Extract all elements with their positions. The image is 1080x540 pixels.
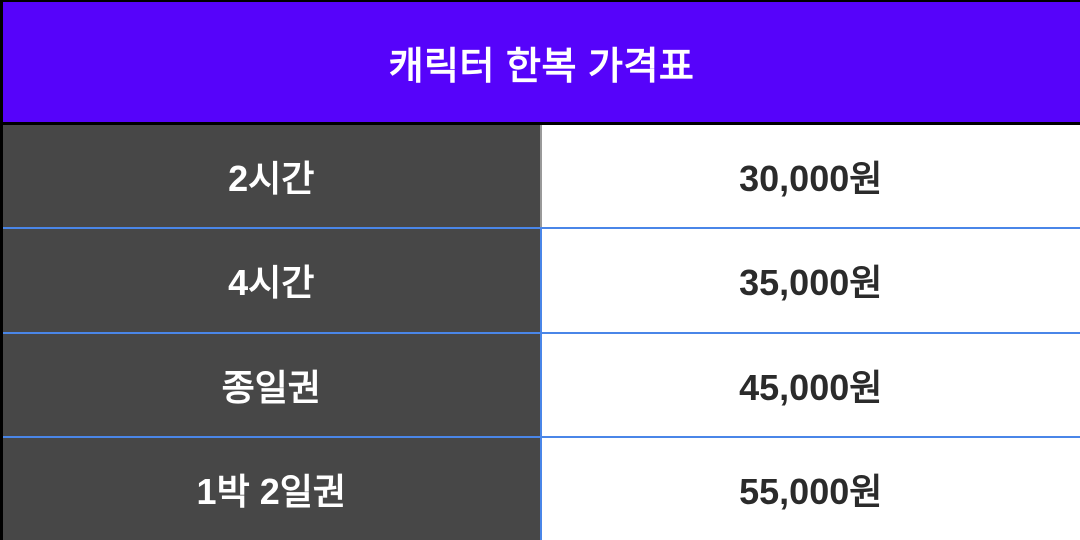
table-row: 종일권 45,000원 [3, 331, 1080, 436]
duration-cell: 2시간 [3, 125, 542, 228]
duration-cell: 1박 2일권 [3, 437, 542, 540]
table-title: 캐릭터 한복 가격표 [388, 45, 695, 88]
price-cell: 30,000원 [541, 125, 1080, 228]
price-cell: 45,000원 [541, 333, 1080, 436]
duration-cell: 4시간 [3, 229, 542, 332]
price-cell: 35,000원 [541, 229, 1080, 332]
table-row: 1박 2일권 55,000원 [3, 435, 1080, 540]
table-row: 4시간 35,000원 [3, 227, 1080, 332]
table-title-row: 캐릭터 한복 가격표 [3, 2, 1080, 125]
price-cell: 55,000원 [541, 437, 1080, 540]
table-row: 2시간 30,000원 [3, 125, 1080, 228]
duration-cell: 종일권 [3, 333, 542, 436]
